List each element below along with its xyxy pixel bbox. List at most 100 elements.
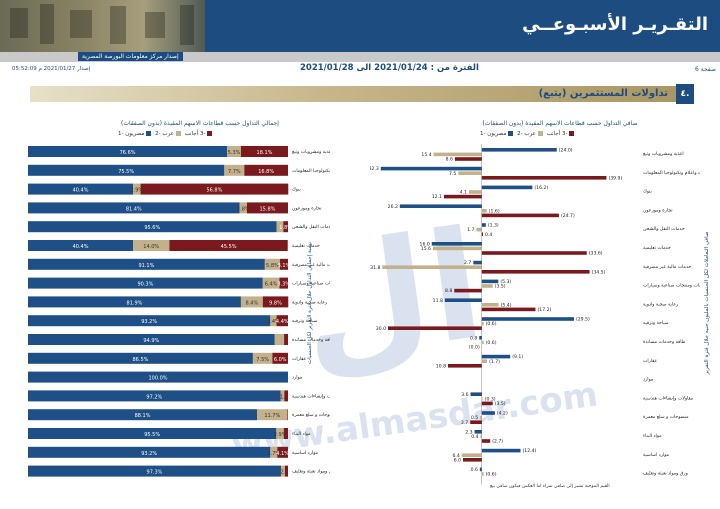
bar-value-label: 14.0% bbox=[143, 244, 159, 250]
bar-value-label: 45.5% bbox=[221, 244, 237, 250]
net-bar bbox=[473, 260, 482, 265]
bar-value-label: 9.8% bbox=[269, 300, 282, 306]
category-label: تجارة وموزعون bbox=[643, 208, 673, 213]
page-number: صفحة 6 bbox=[695, 66, 716, 73]
category-label: طاقة وخدمات مساندة bbox=[643, 340, 686, 345]
issuer-label: إصدار مركز معلومات البورصة المصرية bbox=[78, 52, 183, 61]
stacked-bar-segment bbox=[28, 446, 271, 458]
bar-value-label: 90.3% bbox=[137, 282, 153, 288]
net-value-label: 3.7 bbox=[461, 420, 468, 426]
net-value-label: (16.2) bbox=[534, 185, 548, 191]
net-bar bbox=[481, 251, 587, 255]
stacked-bar-segment bbox=[257, 409, 288, 421]
category-label: رعاية صحية وادوية bbox=[643, 302, 678, 307]
net-value-label: (33.6) bbox=[589, 251, 603, 257]
stacked-bar-segment bbox=[140, 183, 289, 195]
category-label: موارد bbox=[643, 378, 654, 383]
net-bar bbox=[481, 232, 483, 236]
net-bar bbox=[388, 326, 482, 330]
category-label: تجارة وموزعون bbox=[292, 206, 322, 211]
net-bar bbox=[474, 430, 482, 434]
net-bar bbox=[481, 321, 484, 326]
bar-value-label: 18.1% bbox=[257, 150, 273, 156]
right-chart-legend: -3 أجانب عرب -2 مصريون -1 bbox=[480, 131, 576, 137]
category-label: خدمات تعليمية bbox=[292, 244, 320, 249]
net-value-label: (2.7) bbox=[492, 439, 503, 445]
bar-value-label: 2. bbox=[281, 470, 286, 476]
net-value-label: (1.3) bbox=[488, 223, 499, 229]
right-axis-label-wrap: صافي التعاملات لكل الجنسيات بالمليون جني… bbox=[700, 140, 714, 470]
category-label: مواد البناء bbox=[292, 432, 311, 437]
category-label: سياحة وترفيه bbox=[643, 321, 669, 326]
left-stacked-bar-chart: 76.6% 5.3% 18.1% اغذية ومشروبات وتبغ 75.5% 7.… bbox=[28, 146, 330, 477]
net-value-label: (0.6) bbox=[486, 321, 497, 327]
stacked-bar-segment bbox=[28, 258, 265, 270]
category-label: منسوجات و سلع معمرة bbox=[643, 415, 689, 420]
net-value-label: (5.4) bbox=[501, 302, 512, 308]
net-bar bbox=[479, 336, 482, 340]
bar-value-label: 86.5% bbox=[133, 357, 149, 363]
legend-foreigners: -3 أجانب bbox=[185, 131, 215, 137]
stacked-bar-segment bbox=[28, 164, 225, 176]
bar-value-label: 56.8% bbox=[206, 188, 222, 194]
bar-value-label: 2.9% bbox=[274, 432, 287, 438]
stacked-bar-segment bbox=[277, 446, 288, 458]
stacked-bar-segment bbox=[240, 146, 288, 157]
stacked-bar-segment bbox=[280, 390, 285, 402]
net-bar bbox=[481, 303, 499, 307]
right-net-bar-chart: (24.0) 15.4 8.6 اغذية ومشروبات وتبغ 32.3 7.5 (… bbox=[370, 144, 700, 485]
bar-value-label: 97.2% bbox=[146, 394, 162, 400]
category-label: موارد اساسية bbox=[643, 453, 670, 458]
stacked-bar-segment bbox=[28, 240, 134, 251]
bar-value-label: 75.5% bbox=[118, 169, 134, 175]
stacked-bar-segment bbox=[28, 352, 253, 364]
net-bar bbox=[470, 420, 482, 424]
category-label: منسوجات و سلع معمرة bbox=[292, 413, 330, 418]
net-bar bbox=[481, 270, 590, 274]
stacked-bar-segment bbox=[274, 334, 285, 345]
category-label: مواد البناء bbox=[643, 434, 662, 439]
net-bar bbox=[448, 364, 482, 368]
net-value-label: (12.4) bbox=[523, 448, 537, 454]
net-bar bbox=[481, 284, 493, 288]
stacked-bar-segment bbox=[28, 315, 271, 327]
right-chart-title: صافي التداول حسب قطاعات الاسهم المقيدة (… bbox=[482, 120, 638, 127]
stacked-bar-segment bbox=[262, 296, 289, 308]
net-value-label: 15.6 bbox=[421, 246, 431, 252]
net-bar bbox=[463, 458, 482, 462]
net-bar bbox=[481, 176, 607, 180]
stacked-bar-segment bbox=[28, 183, 134, 195]
category-label: موارد bbox=[292, 376, 303, 381]
bar-value-label: 1. bbox=[280, 394, 285, 400]
category-label: عقارات bbox=[643, 359, 658, 364]
bar-value-label: 4.1% bbox=[276, 451, 289, 457]
category-label: بنوك bbox=[643, 190, 652, 195]
net-value-label: 4.1 bbox=[460, 190, 467, 196]
net-value-label: 7.5 bbox=[449, 171, 456, 177]
net-bar bbox=[480, 434, 482, 439]
net-value-label: 10.8 bbox=[436, 363, 446, 369]
stacked-bar-segment bbox=[283, 428, 288, 439]
net-value-label: 0.4 bbox=[471, 434, 478, 440]
net-bar bbox=[380, 166, 482, 171]
net-value-label: 31.8 bbox=[370, 265, 380, 271]
net-bar bbox=[481, 307, 536, 312]
stacked-bar-segment bbox=[28, 465, 281, 477]
stacked-bar-segment bbox=[262, 277, 280, 289]
net-value-label: (3.5) bbox=[495, 401, 506, 407]
net-value-label: 32.3 bbox=[370, 166, 379, 172]
stacked-bar-segment bbox=[133, 240, 170, 251]
net-bar bbox=[399, 204, 482, 208]
net-value-label: (9.1) bbox=[512, 354, 523, 360]
stacked-bar-segment bbox=[283, 221, 288, 233]
left-chart-title: إجمالي التداول حسب قطاعات الاسهم المقيدة… bbox=[121, 120, 279, 127]
bar-value-label: 81.4% bbox=[126, 206, 142, 212]
stacked-bar-segment bbox=[28, 146, 228, 157]
net-value-label: 16.0 bbox=[420, 241, 430, 247]
net-value-label: 11.8 bbox=[433, 298, 443, 304]
category-label: مقاولات وإنشاءات هندسية bbox=[643, 396, 694, 401]
stacked-bar-segment bbox=[28, 221, 277, 233]
net-value-label: (0.6) bbox=[486, 472, 497, 478]
net-bar bbox=[481, 209, 487, 213]
category-label: خدمات ومنتجات صناعية وسيارات bbox=[292, 282, 330, 287]
